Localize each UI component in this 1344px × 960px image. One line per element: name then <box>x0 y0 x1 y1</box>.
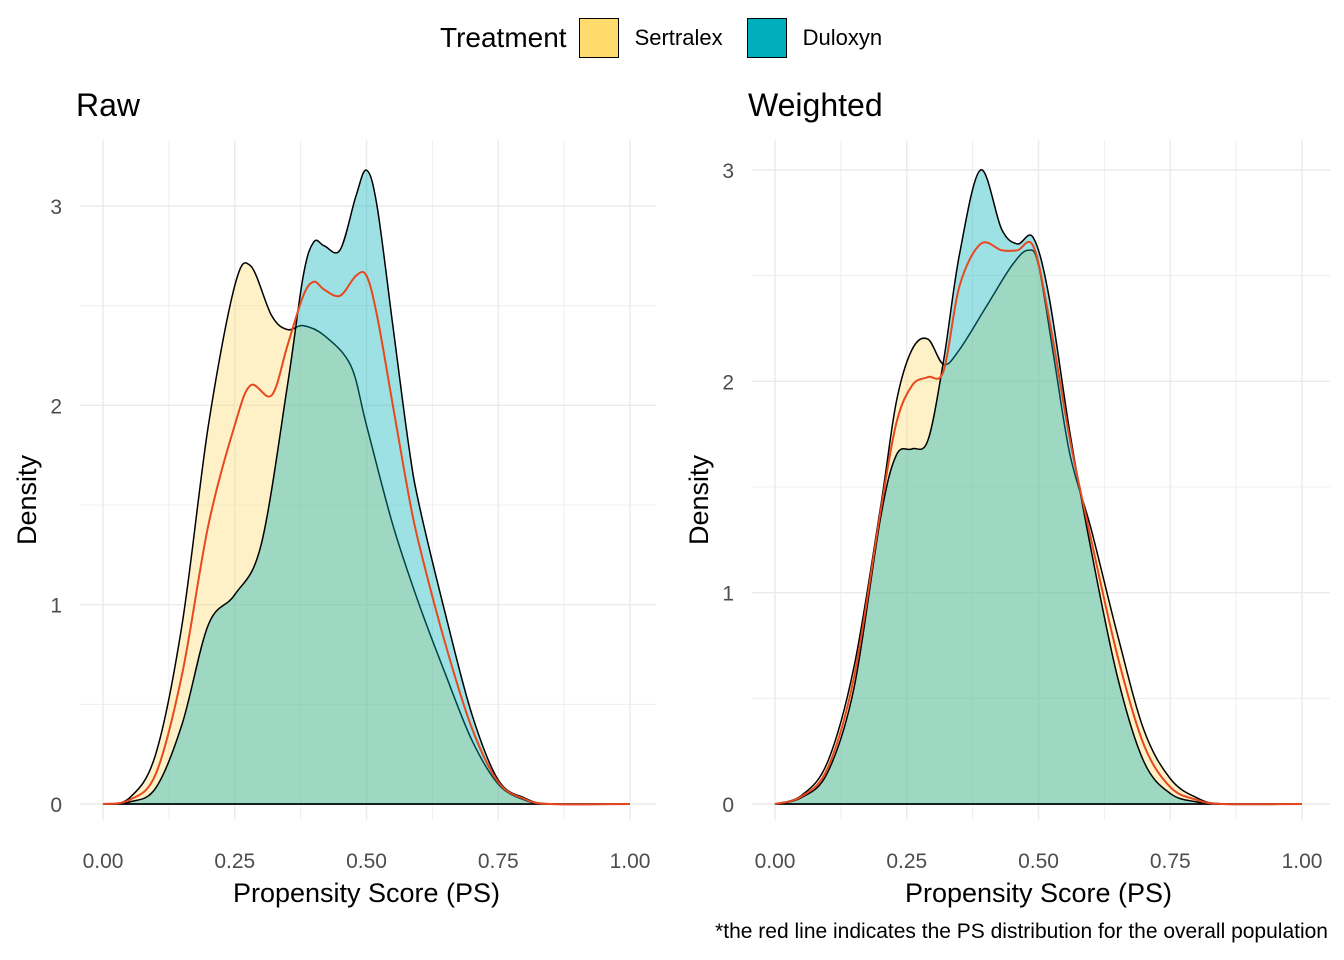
legend: Treatment Sertralex Duloxyn <box>0 14 1344 62</box>
overall-density-line <box>102 270 631 806</box>
x-tick-label: 0.75 <box>478 850 519 873</box>
x-tick-label: 0.00 <box>755 850 796 873</box>
x-tick-label: 1.00 <box>610 850 651 873</box>
weighted-density-chart: 0.00 0.25 0.50 0.75 1.00 0 1 2 3 Propensity Score… <box>684 87 1330 908</box>
x-tick-label: 0.75 <box>1150 850 1191 873</box>
footnote: *the red line indicates the PS distribut… <box>715 920 1328 943</box>
x-axis-title: Propensity Score (PS) <box>233 878 500 908</box>
y-tick-label: 1 <box>722 583 734 606</box>
x-tick-label: 1.00 <box>1282 850 1323 873</box>
x-tick-label: 0.25 <box>886 850 927 873</box>
y-tick-label: 0 <box>722 794 734 817</box>
density-area-duloxyn <box>102 169 631 806</box>
overall-density-line <box>774 240 1303 806</box>
x-tick-label: 0.50 <box>346 850 387 873</box>
x-tick-label: 0.50 <box>1018 850 1059 873</box>
panel-title: Raw <box>76 87 141 123</box>
raw-density-chart: 0.00 0.25 0.50 0.75 1.00 0 1 2 3 Propensity Score… <box>12 87 656 908</box>
legend-key-duloxyn <box>746 18 787 58</box>
y-tick-label: 2 <box>50 395 62 418</box>
y-tick-label: 0 <box>50 794 62 817</box>
y-axis-title: Density <box>12 454 42 545</box>
legend-label-sertralex: Sertralex <box>634 25 723 50</box>
legend-title: Treatment <box>440 22 567 53</box>
y-tick-label: 3 <box>722 160 734 183</box>
panel-title: Weighted <box>748 87 883 123</box>
y-tick-label: 3 <box>50 196 62 219</box>
y-tick-label: 2 <box>722 371 734 394</box>
y-tick-label: 1 <box>50 595 62 618</box>
x-tick-label: 0.00 <box>83 850 124 873</box>
density-area-sertralex <box>102 262 631 806</box>
y-axis-title: Density <box>684 454 714 545</box>
x-axis-title: Propensity Score (PS) <box>905 878 1172 908</box>
legend-label-duloxyn: Duloxyn <box>802 25 883 50</box>
legend-key-sertralex <box>578 18 619 58</box>
x-tick-label: 0.25 <box>214 850 255 873</box>
